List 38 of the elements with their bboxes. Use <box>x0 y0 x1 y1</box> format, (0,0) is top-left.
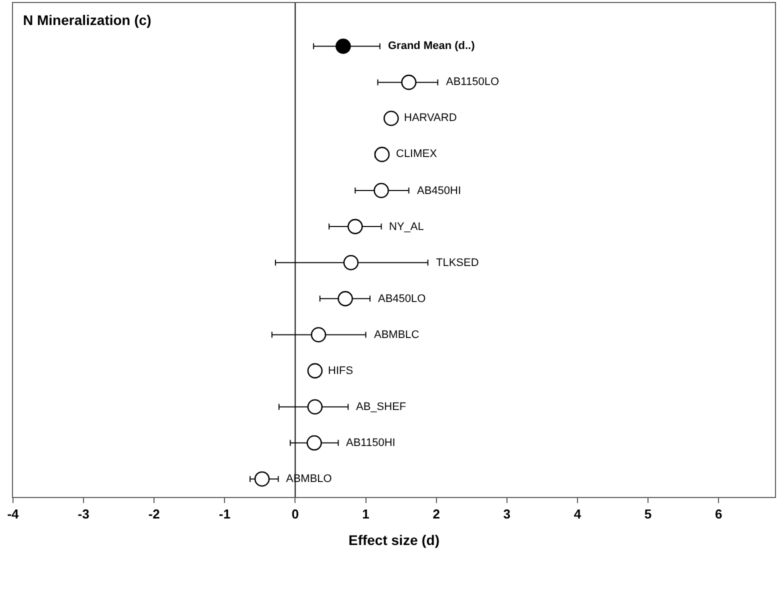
x-tick-label: 1 <box>362 506 370 522</box>
point <box>384 110 399 126</box>
point <box>343 254 359 270</box>
point <box>374 146 390 162</box>
point <box>306 435 322 451</box>
x-tick-label: -1 <box>218 506 230 522</box>
x-tick-label: 5 <box>644 506 652 522</box>
point <box>307 399 323 414</box>
point <box>310 327 326 342</box>
y-tick-label: NY_AL <box>389 221 424 233</box>
point <box>401 74 416 90</box>
x-tick-label: -4 <box>7 506 20 522</box>
point <box>336 38 351 54</box>
x-tick-label: -3 <box>78 506 90 522</box>
y-tick-label: ABMBLC <box>374 329 420 341</box>
point <box>348 218 363 234</box>
text: N Mineralization (c) <box>23 12 152 28</box>
y-tick-label: TLKSED <box>436 257 479 269</box>
x-tick-label: 4 <box>574 506 582 522</box>
y-tick-label: AB1150HI <box>346 437 396 449</box>
y-tick-label: CLIMEX <box>396 148 438 160</box>
x-tick-label: 6 <box>714 506 722 522</box>
y-tick-label: HARVARD <box>404 112 457 124</box>
x-tick-label: -2 <box>148 506 160 522</box>
y-tick-label: AB450LO <box>378 293 426 305</box>
y-tick-label: AB1150LO <box>446 76 500 88</box>
x-tick-label: 2 <box>432 506 440 522</box>
y-tick-label: AB_SHEF <box>356 401 406 413</box>
x-tick-label: 3 <box>503 506 511 522</box>
y-tick-label: Grand Mean (d..) <box>388 40 476 52</box>
point <box>374 182 389 198</box>
x-axis-title: Effect size (d) <box>348 532 440 548</box>
x-tick-label: 0 <box>292 506 299 522</box>
y-tick-label: HIFS <box>328 365 354 377</box>
point <box>307 363 323 378</box>
point <box>338 291 353 306</box>
point <box>254 471 270 487</box>
y-tick-label: AB450HI <box>417 185 462 197</box>
